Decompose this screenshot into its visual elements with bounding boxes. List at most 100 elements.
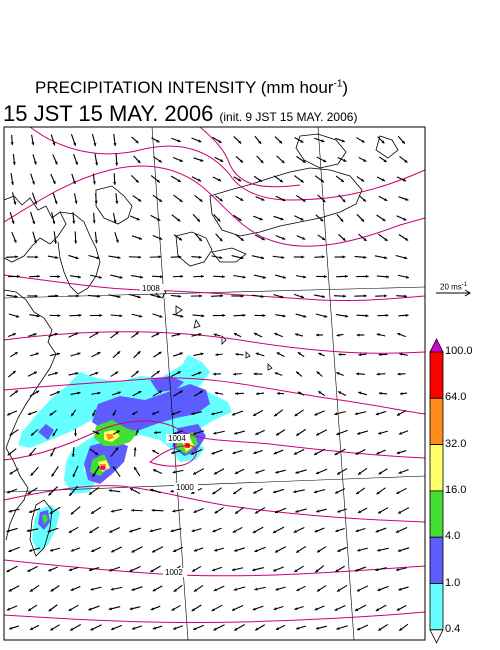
wind-vector <box>90 506 102 515</box>
colorbar-swatch-over <box>429 338 444 353</box>
wind-vector <box>153 351 162 358</box>
wind-vector <box>49 352 61 357</box>
wind-vector <box>131 370 139 378</box>
wind-vector <box>253 274 267 279</box>
wind-vector <box>130 174 140 184</box>
wind-vector <box>354 411 367 416</box>
wind-vector <box>30 428 39 437</box>
wind-vector <box>7 448 17 456</box>
wind-vector <box>115 153 119 166</box>
colorbar-tick-label: 100.0 <box>445 345 473 357</box>
wind-vector <box>152 156 163 163</box>
wind-vector <box>110 274 123 279</box>
wind-vector <box>211 411 223 416</box>
wind-vector <box>338 233 346 242</box>
wind-vector <box>191 565 202 573</box>
wind-vector <box>254 507 266 514</box>
wind-vector <box>376 333 386 337</box>
colorbar-tick-label: 32.0 <box>445 437 467 450</box>
isobar-label-bg <box>163 568 187 577</box>
wind-vector <box>73 153 78 166</box>
wind-vector <box>293 255 305 259</box>
wind-vector <box>49 275 61 279</box>
wind-vector <box>68 566 79 572</box>
wind-vector <box>334 448 346 456</box>
wind-vector <box>194 194 203 203</box>
wind-vector <box>211 255 223 260</box>
wind-vector <box>213 430 225 435</box>
isobar-labels: 1008 1004 1000 1002 <box>140 284 198 577</box>
wind-vector <box>89 313 103 317</box>
wind-vector <box>72 212 76 224</box>
reference-vector-text: 20 ms <box>440 282 462 292</box>
wind-vector <box>357 547 368 552</box>
wind-vector <box>215 233 223 242</box>
wind-vector <box>255 352 265 357</box>
wind-vector <box>235 195 244 202</box>
wind-vector <box>214 507 224 514</box>
isobar-label-bg <box>166 434 190 443</box>
wind-vector <box>398 234 409 241</box>
wind-vector <box>6 488 18 494</box>
wind-vector <box>273 449 284 455</box>
wind-vector <box>235 352 244 356</box>
wind-vector <box>213 333 221 337</box>
wind-vector <box>272 255 285 259</box>
wind-vector <box>6 605 18 611</box>
wind-vector <box>398 586 409 591</box>
wind-vector <box>89 331 99 339</box>
wind-vector <box>52 192 58 205</box>
wind-vector <box>12 154 16 165</box>
wind-vector <box>378 468 388 475</box>
wind-vector <box>275 586 286 591</box>
wind-vector <box>356 176 365 182</box>
wind-vector <box>133 447 137 457</box>
wind-vector <box>172 625 184 630</box>
wind-vector <box>50 134 56 146</box>
wind-vector <box>210 294 224 298</box>
wind-vector <box>251 255 265 260</box>
wind-vector <box>377 507 389 514</box>
wind-vector <box>233 372 242 376</box>
wind-vector <box>6 565 18 573</box>
wind-vector <box>253 332 263 338</box>
wind-vector <box>71 173 76 185</box>
wind-vector <box>296 155 306 164</box>
wind-vector <box>90 274 102 279</box>
wind-vector <box>396 294 407 298</box>
wind-vector <box>92 465 100 478</box>
wind-vector <box>131 625 143 630</box>
wind-vector <box>110 586 123 591</box>
wind-vector <box>336 372 344 376</box>
wind-vector <box>297 351 305 358</box>
wind-vector <box>49 624 61 631</box>
wind-vector <box>254 234 266 241</box>
chart-title: PRECIPITATION INTENSITY (mm hour-1) <box>35 78 348 98</box>
wind-vector <box>234 506 245 515</box>
wind-vector <box>317 194 326 203</box>
wind-vector <box>171 410 181 416</box>
wind-vector <box>115 193 119 204</box>
wind-vector <box>52 154 58 165</box>
wind-vector <box>27 565 38 573</box>
wind-vector <box>398 623 409 632</box>
wind-vector <box>191 371 202 377</box>
wind-vector <box>128 255 142 259</box>
wind-vector <box>395 254 408 260</box>
wind-vector <box>30 211 36 225</box>
coast-kyushu <box>175 231 213 267</box>
wind-vector <box>151 332 160 338</box>
wind-vector <box>49 506 61 515</box>
coast-bohai <box>3 195 67 263</box>
wind-vector <box>213 372 221 376</box>
wind-vector <box>212 527 222 533</box>
wind-vector <box>317 390 326 397</box>
grid-parallel-2 <box>3 475 426 493</box>
title-text: PRECIPITATION INTENSITY (mm hour <box>35 78 334 97</box>
valid-time-heading: 15 JST 15 MAY. 2006 (init. 9 JST 15 MAY. … <box>3 101 357 127</box>
wind-vector <box>395 567 408 572</box>
wind-vector <box>152 625 163 630</box>
wind-vector <box>11 192 17 205</box>
wind-vector <box>29 390 40 397</box>
wind-vector <box>70 585 81 592</box>
